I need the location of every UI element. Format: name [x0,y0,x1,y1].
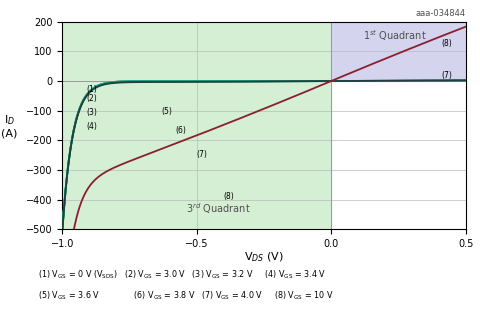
Text: aaa-034844: aaa-034844 [416,9,466,18]
Bar [62,22,331,229]
Text: (8): (8) [442,38,452,47]
Y-axis label: I$_{D}$
(A): I$_{D}$ (A) [1,113,18,138]
Text: (7): (7) [442,72,452,81]
Text: (7): (7) [197,150,208,159]
Text: 1$^{st}$ Quadrant: 1$^{st}$ Quadrant [363,28,427,43]
Text: (5) V$_\mathregular{GS}$ = 3.6 V              (6) V$_\mathregular{GS}$ = 3.8 V  : (5) V$_\mathregular{GS}$ = 3.6 V (6) V$_… [38,290,334,302]
Text: (1): (1) [86,85,97,94]
Text: (5): (5) [162,107,173,116]
Text: 3$^{rd}$ Quadrant: 3$^{rd}$ Quadrant [186,201,251,216]
Text: (4): (4) [86,122,97,131]
Text: (8): (8) [224,192,234,201]
Text: (6): (6) [175,126,186,135]
X-axis label: V$_{DS}$ (V): V$_{DS}$ (V) [244,250,284,264]
Text: (3): (3) [86,108,97,117]
Text: (1) V$_\mathregular{GS}$ = 0 V (V$_\mathregular{SDS}$)   (2) V$_\mathregular{GS}: (1) V$_\mathregular{GS}$ = 0 V (V$_\math… [38,268,327,281]
Text: (2): (2) [86,94,97,103]
